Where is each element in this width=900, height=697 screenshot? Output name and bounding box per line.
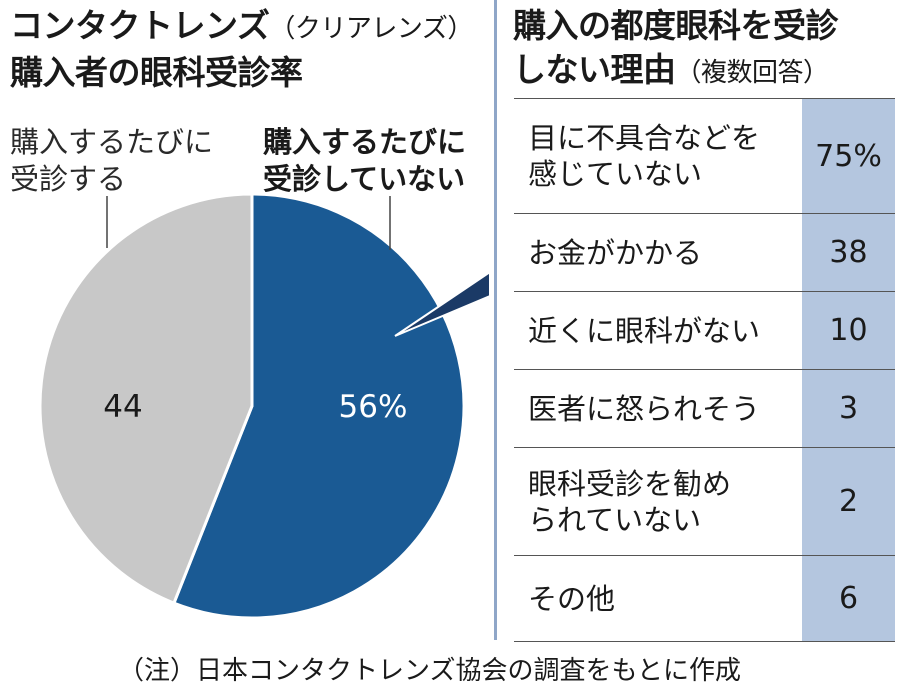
source-note: （注）日本コンタクトレンズ協会の調査をもとに作成 (118, 656, 741, 686)
pie-chart: 56% 44 (38, 192, 490, 620)
table-row: 眼科受診を勧め られていない 2 (514, 448, 895, 556)
reason-label: 目に不具合などを 感じていない (528, 121, 761, 191)
pie-panel: 56% 44 コンタクトレンズ（クリアレンズ） 購入者の眼科受診率 購入するたびに… (10, 4, 490, 620)
reasons-panel: 購入の都度眼科を受診 しない理由（複数回答） 目に不具合などを 感じていない 75… (505, 0, 900, 650)
reason-value: 75% (802, 99, 895, 213)
table-row: 目に不具合などを 感じていない 75% (514, 99, 895, 214)
reasons-title-line2: しない理由 (513, 50, 676, 89)
panel-divider (494, 0, 497, 640)
pie-title-line2: 購入者の眼科受診率 (10, 53, 303, 92)
pie-label-not-examined: 購入するたびに 受診していない (263, 125, 467, 196)
pie-title-paren: （クリアレンズ） (269, 14, 473, 44)
reason-value: 2 (802, 448, 895, 555)
table-row: 医者に怒られそう 3 (514, 370, 895, 448)
reason-label: その他 (528, 581, 616, 616)
reason-value: 10 (802, 292, 895, 369)
reason-value: 38 (802, 214, 895, 291)
pie-slice-2 (38, 192, 254, 606)
pie-value-2: 44 (103, 389, 142, 425)
pie-label-examined: 購入するたびに 受診する (10, 125, 214, 196)
reason-label: 医者に怒られそう (528, 391, 761, 426)
reasons-title: 購入の都度眼科を受診 しない理由（複数回答） (513, 4, 839, 95)
reasons-title-line1: 購入の都度眼科を受診 (513, 6, 839, 45)
reason-label: お金がかかる (528, 235, 703, 270)
table-row: 近くに眼科がない 10 (514, 292, 895, 370)
table-row: お金がかかる 38 (514, 214, 895, 292)
reasons-title-paren: （複数回答） (675, 58, 830, 88)
reason-value: 3 (802, 370, 895, 447)
table-row: その他 6 (514, 556, 895, 642)
pie-title: コンタクトレンズ（クリアレンズ） 購入者の眼科受診率 (10, 4, 473, 95)
reasons-table: 目に不具合などを 感じていない 75% お金がかかる 38 近くに眼科がない 10 医者に怒… (514, 98, 895, 642)
reason-value: 6 (802, 556, 895, 641)
reason-label: 近くに眼科がない (528, 313, 761, 348)
callout-wedge (394, 270, 490, 337)
pie-value-1: 56% (339, 389, 408, 425)
pie-slice-1 (172, 192, 466, 620)
reason-label: 眼科受診を勧め られていない (528, 466, 732, 537)
pie-title-main: コンタクトレンズ (10, 6, 270, 45)
